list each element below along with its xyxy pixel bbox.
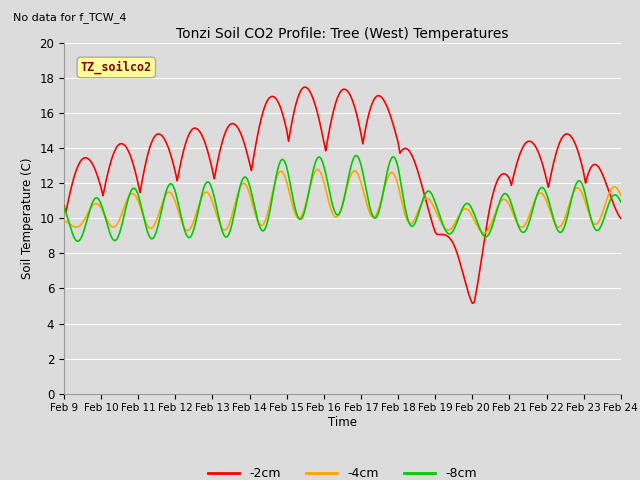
Y-axis label: Soil Temperature (C): Soil Temperature (C) <box>20 157 34 279</box>
Legend: -2cm, -4cm, -8cm: -2cm, -4cm, -8cm <box>204 462 481 480</box>
Text: TZ_soilco2: TZ_soilco2 <box>81 61 152 74</box>
Title: Tonzi Soil CO2 Profile: Tree (West) Temperatures: Tonzi Soil CO2 Profile: Tree (West) Temp… <box>176 27 509 41</box>
X-axis label: Time: Time <box>328 416 357 429</box>
Text: No data for f_TCW_4: No data for f_TCW_4 <box>13 12 126 23</box>
